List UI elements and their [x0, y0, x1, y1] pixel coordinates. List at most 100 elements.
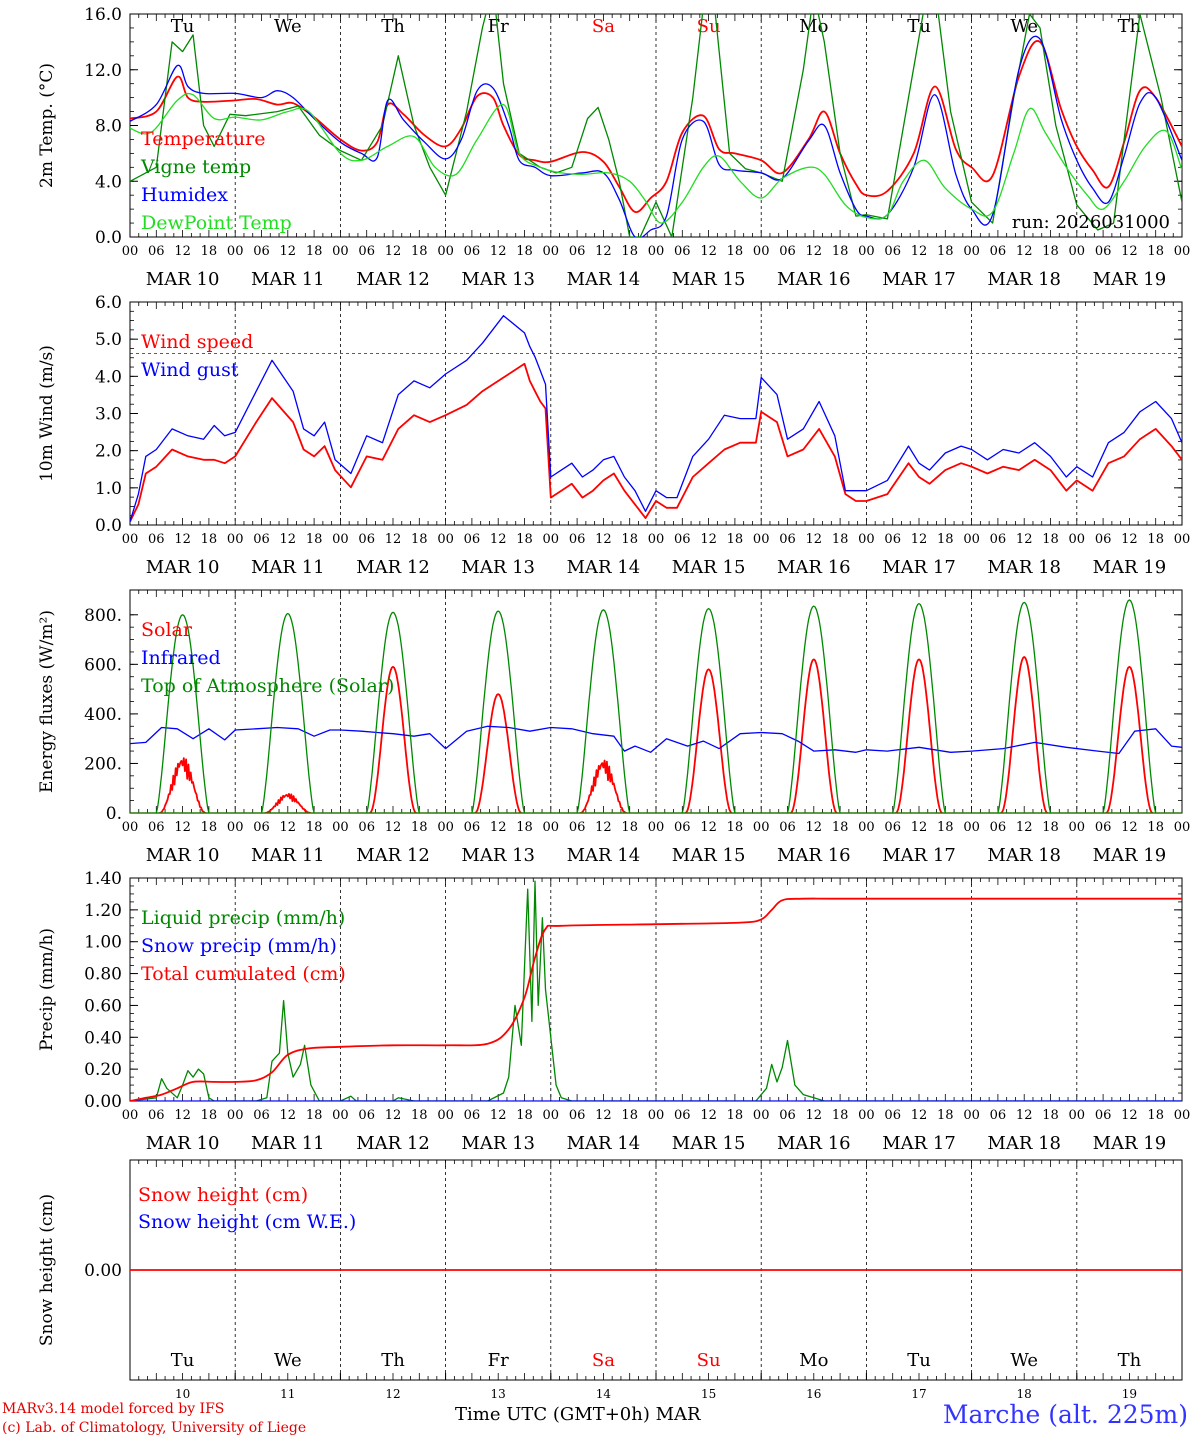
y-tick-label: 0.80 — [84, 965, 122, 985]
weekday-label: We — [274, 16, 302, 37]
day-number-label: 16 — [806, 1387, 821, 1400]
hour-label: 18 — [411, 1108, 428, 1123]
series-line-humidex — [130, 35, 1182, 237]
series-group — [130, 599, 1182, 813]
hour-label: 06 — [1095, 532, 1112, 547]
hour-label: 18 — [201, 1108, 218, 1123]
hour-label: 12 — [595, 1108, 612, 1123]
weekday-label: Tu — [907, 1350, 931, 1371]
day-number-label: 17 — [911, 1387, 926, 1400]
hour-label: 06 — [253, 820, 270, 835]
date-label: MAR 14 — [567, 845, 641, 866]
date-label: MAR 16 — [777, 269, 851, 290]
y-tick-label: 600. — [84, 655, 122, 675]
y-axis-label: 2m Temp. (°C) — [37, 63, 57, 188]
hour-label: 06 — [148, 244, 165, 259]
hour-label: 06 — [1095, 1108, 1112, 1123]
hour-label: 06 — [884, 532, 901, 547]
hour-label: 06 — [990, 532, 1007, 547]
panel-4: 0.00 0.20 0.40 0.60 0.80 1.00 1.20 1.40 Precip (… — [37, 869, 1190, 1154]
y-tick-label: 1.0 — [95, 479, 122, 499]
hour-label: 06 — [148, 532, 165, 547]
hour-label: 00 — [858, 1108, 875, 1123]
hour-label: 18 — [516, 244, 533, 259]
date-label: MAR 10 — [146, 1133, 220, 1154]
hour-label: 06 — [358, 820, 375, 835]
hour-label: 12 — [700, 532, 717, 547]
hour-label: 12 — [806, 1108, 823, 1123]
hour-label: 00 — [227, 244, 244, 259]
hour-label: 12 — [1121, 820, 1138, 835]
hour-label: 18 — [832, 532, 849, 547]
hour-label: 18 — [1042, 1108, 1059, 1123]
hour-label: 12 — [490, 820, 507, 835]
series-line-total-cumulated-cm- — [130, 897, 1182, 1101]
weekday-label: Th — [381, 16, 405, 37]
date-label: MAR 16 — [777, 1133, 851, 1154]
hour-label: 06 — [358, 244, 375, 259]
footer-credits: MARv3.14 model forced by IFS (c) Lab. of… — [2, 1400, 306, 1438]
hour-label: 12 — [595, 820, 612, 835]
hour-label: 06 — [253, 532, 270, 547]
hour-label: 06 — [884, 820, 901, 835]
hour-label: 12 — [174, 1108, 191, 1123]
hour-label: 18 — [832, 244, 849, 259]
weekday-label: Su — [697, 16, 721, 37]
hour-label: 12 — [700, 1108, 717, 1123]
hour-label: 18 — [621, 820, 638, 835]
y-tick-label: 800. — [84, 606, 122, 626]
hour-label: 18 — [1147, 244, 1164, 259]
hour-label: 00 — [963, 1108, 980, 1123]
series-line-wind-gust — [130, 315, 1182, 522]
series-group — [130, 880, 1182, 1101]
hour-label: 00 — [227, 1108, 244, 1123]
hour-label: 00 — [1174, 1108, 1191, 1123]
hour-label: 00 — [1069, 820, 1086, 835]
y-tick-label: 0.00 — [84, 1092, 122, 1112]
hour-label: 12 — [385, 532, 402, 547]
hour-label: 06 — [464, 532, 481, 547]
hour-label: 12 — [280, 1108, 297, 1123]
hour-label: 06 — [779, 532, 796, 547]
y-tick-label: 16.0 — [84, 5, 122, 25]
hour-label: 18 — [621, 244, 638, 259]
series-line-dewpoint-temp — [130, 92, 1182, 224]
date-label: MAR 12 — [356, 557, 430, 578]
hour-label: 00 — [858, 820, 875, 835]
day-number-label: 13 — [491, 1387, 506, 1400]
hour-label: 12 — [911, 532, 928, 547]
series-line-solar — [159, 656, 1154, 813]
hour-label: 12 — [911, 820, 928, 835]
hour-label: 18 — [201, 532, 218, 547]
hour-label: 06 — [569, 244, 586, 259]
hour-label: 12 — [1016, 532, 1033, 547]
model-credit: MARv3.14 model forced by IFS — [2, 1401, 225, 1417]
y-tick-label: 0.60 — [84, 996, 122, 1016]
hour-label: 06 — [779, 820, 796, 835]
hour-label: 12 — [174, 244, 191, 259]
hour-label: 00 — [543, 820, 560, 835]
hour-label: 06 — [779, 1108, 796, 1123]
hour-label: 18 — [832, 1108, 849, 1123]
weekday-label: Mo — [799, 1350, 828, 1371]
legend-entry: Infrared — [141, 647, 221, 669]
hour-label: 18 — [516, 820, 533, 835]
hour-label: 18 — [937, 532, 954, 547]
y-tick-label: 12.0 — [84, 61, 122, 81]
weekday-label: Th — [381, 1350, 405, 1371]
legend-entry: Vigne temp — [140, 156, 251, 178]
date-label: MAR 18 — [987, 845, 1061, 866]
hour-label: 18 — [411, 532, 428, 547]
y-axis-label: Energy fluxes (W/m²) — [37, 610, 57, 793]
date-label: MAR 14 — [567, 269, 641, 290]
legend-entry: Temperature — [141, 128, 265, 150]
day-number-label: 14 — [596, 1387, 612, 1400]
date-label: MAR 19 — [1093, 1133, 1167, 1154]
y-tick-label: 4.0 — [95, 172, 122, 192]
hour-label: 12 — [1016, 1108, 1033, 1123]
hour-label: 12 — [700, 820, 717, 835]
weekday-label: Th — [1118, 16, 1142, 37]
hour-label: 00 — [122, 244, 139, 259]
hour-label: 18 — [516, 1108, 533, 1123]
legend-entry: Snow height (cm W.E.) — [138, 1211, 356, 1233]
